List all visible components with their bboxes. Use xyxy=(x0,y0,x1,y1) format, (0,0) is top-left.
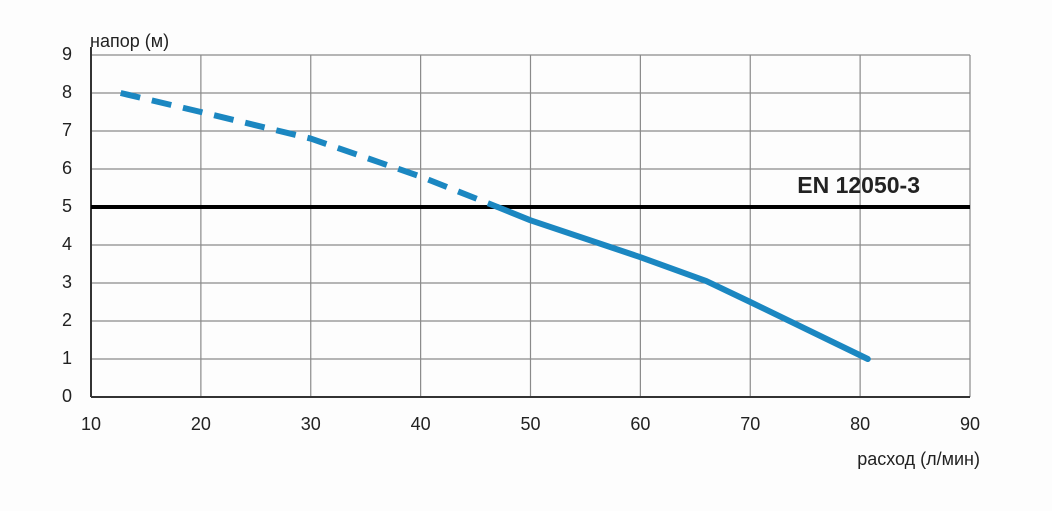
x-tick-label: 50 xyxy=(520,414,540,434)
y-tick-label: 1 xyxy=(62,348,72,368)
y-tick-label: 0 xyxy=(62,386,72,406)
series-line xyxy=(119,90,499,210)
y-tick-label: 8 xyxy=(62,82,72,102)
y-tick-label: 2 xyxy=(62,310,72,330)
x-tick-label: 30 xyxy=(301,414,321,434)
x-tick-label: 70 xyxy=(740,414,760,434)
y-axis-label: напор (м) xyxy=(90,31,169,51)
y-tick-label: 3 xyxy=(62,272,72,292)
x-tick-label: 10 xyxy=(81,414,101,434)
x-tick-label: 60 xyxy=(630,414,650,434)
x-axis-label: расход (л/мин) xyxy=(857,449,980,469)
reference-label: EN 12050-3 xyxy=(797,172,920,198)
x-tick-label: 20 xyxy=(191,414,211,434)
y-tick-label: 7 xyxy=(62,120,72,140)
x-tick-label: 90 xyxy=(960,414,980,434)
y-tick-label: 5 xyxy=(62,196,72,216)
x-tick-label: 80 xyxy=(850,414,870,434)
x-tick-label: 40 xyxy=(411,414,431,434)
y-tick-label: 9 xyxy=(62,44,72,64)
y-tick-label: 4 xyxy=(62,234,72,254)
y-tick-label: 6 xyxy=(62,158,72,178)
series-line xyxy=(494,204,871,362)
